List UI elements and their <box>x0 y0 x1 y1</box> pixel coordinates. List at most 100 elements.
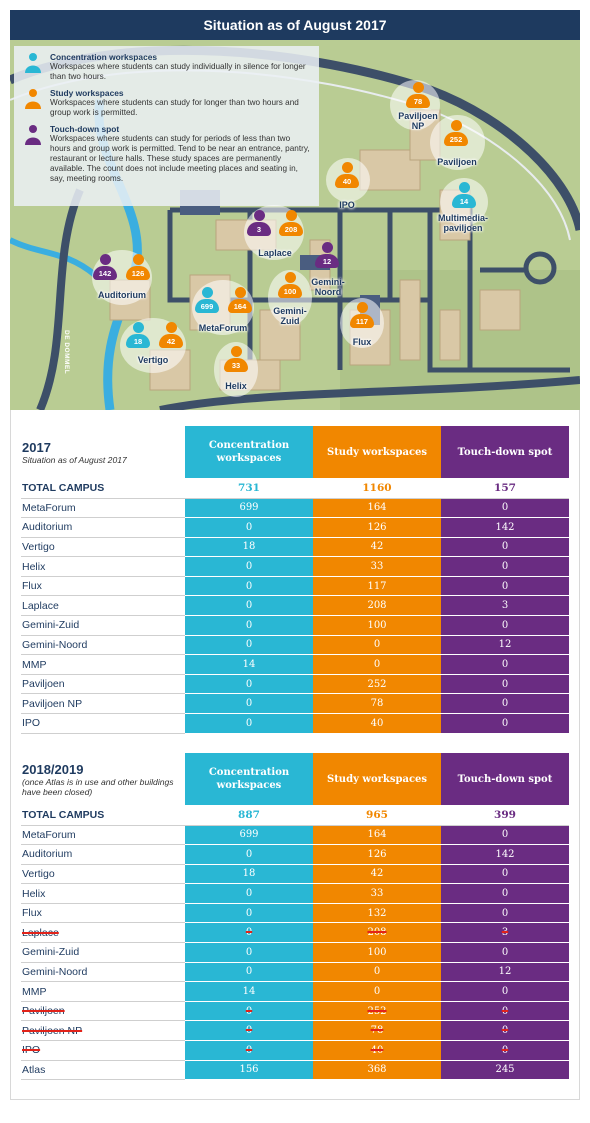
building-name: Gemini-Noord <box>21 962 185 983</box>
table-2018: 2018/2019 (once Atlas is in use and othe… <box>21 753 569 1081</box>
concentration-value: 14 <box>185 981 313 1002</box>
total-row: TOTAL CAMPUS 731 1160 157 <box>21 478 569 499</box>
table-2017: 2017 Situation as of August 2017 Concent… <box>21 426 569 734</box>
total-row: TOTAL CAMPUS 887 965 399 <box>21 805 569 826</box>
pin-flux-study: 117 <box>350 302 374 328</box>
building-label-gemini-zuid: Gemini-Zuid <box>273 306 307 326</box>
legend-concentration: Concentration workspaces Workspaces wher… <box>22 52 311 82</box>
concentration-value: 18 <box>185 864 313 885</box>
header-study: Study workspaces <box>313 426 441 478</box>
building-name: Helix <box>21 883 185 904</box>
touchdown-value: 142 <box>441 517 569 538</box>
study-value: 40 <box>313 1040 441 1061</box>
table-row: Gemini-Zuid 0 100 0 <box>21 615 569 636</box>
building-label-paviljoen-np: Paviljoen NP <box>398 111 438 131</box>
pin-auditorium-touchdown: 142 <box>93 254 117 280</box>
closed-strike: 3 <box>501 927 509 939</box>
touchdown-value: 0 <box>441 556 569 577</box>
concentration-value: 699 <box>185 498 313 519</box>
building-name: Paviljoen <box>21 1001 185 1022</box>
table-row: IPO 0 40 0 <box>21 1040 569 1061</box>
building-label-gemini-noord: Gemini-Noord <box>311 277 345 297</box>
concentration-value: 0 <box>185 883 313 904</box>
touchdown-value: 0 <box>441 864 569 885</box>
touchdown-value: 12 <box>441 962 569 983</box>
building-name: Vertigo <box>21 537 185 558</box>
closed-strike: Paviljoen NP <box>22 1024 83 1037</box>
closed-strike: 0 <box>245 1044 253 1056</box>
closed-strike: 78 <box>370 1025 384 1037</box>
touchdown-value: 142 <box>441 844 569 865</box>
concentration-value: 0 <box>185 576 313 597</box>
building-name: Gemini-Zuid <box>21 942 185 963</box>
touchdown-value: 0 <box>441 498 569 519</box>
building-name: Atlas <box>21 1060 185 1081</box>
building-label-auditorium: Auditorium <box>98 290 146 300</box>
table-row: Gemini-Zuid 0 100 0 <box>21 942 569 963</box>
table-row: Paviljoen NP 0 78 0 <box>21 693 569 715</box>
table-row: Paviljoen 0 252 0 <box>21 1001 569 1022</box>
closed-strike: 0 <box>245 927 253 939</box>
study-value: 42 <box>313 864 441 885</box>
touchdown-value: 0 <box>441 903 569 924</box>
table-2017-rows: MetaForum 699 164 0 Auditorium 0 126 142 Vertigo… <box>21 498 569 734</box>
concentration-value: 0 <box>185 903 313 924</box>
study-value: 164 <box>313 825 441 846</box>
closed-strike: 0 <box>245 1005 253 1017</box>
concentration-value: 0 <box>185 693 313 715</box>
touchdown-value: 3 <box>441 595 569 617</box>
building-label-multimedia: Multimedia-paviljoen <box>437 213 488 233</box>
header-touchdown: Touch-down spot <box>441 753 569 805</box>
pin-auditorium-study: 126 <box>126 254 150 280</box>
touchdown-value: 0 <box>441 654 569 675</box>
building-label-metaforum: MetaForum <box>198 323 248 333</box>
touchdown-person-icon <box>25 125 41 145</box>
table-header-row: 2017 Situation as of August 2017 Concent… <box>21 426 569 478</box>
pin-laplace-touchdown: 3 <box>247 210 271 236</box>
table-row: Helix 0 33 0 <box>21 883 569 904</box>
table-row: Flux 0 132 0 <box>21 903 569 924</box>
closed-strike: 208 <box>367 927 387 939</box>
closed-strike: 0 <box>501 1005 509 1017</box>
study-person-icon <box>25 89 41 109</box>
building-name: IPO <box>21 1040 185 1061</box>
closed-strike: Laplace <box>22 926 59 939</box>
building-name: Gemini-Noord <box>21 635 185 656</box>
touchdown-value: 0 <box>441 674 569 695</box>
table-row: Paviljoen NP 0 78 0 <box>21 1020 569 1042</box>
study-value: 42 <box>313 537 441 558</box>
table-2018-rows: MetaForum 699 164 0 Auditorium 0 126 142 Vertigo… <box>21 825 569 1081</box>
table-row: Gemini-Noord 0 0 12 <box>21 635 569 656</box>
building-name: Flux <box>21 576 185 597</box>
study-value: 132 <box>313 903 441 924</box>
touchdown-value: 12 <box>441 635 569 656</box>
concentration-value: 0 <box>185 517 313 538</box>
concentration-value: 0 <box>185 922 313 944</box>
study-value: 126 <box>313 517 441 538</box>
building-name: MetaForum <box>21 825 185 846</box>
touchdown-value: 3 <box>441 922 569 944</box>
concentration-value: 18 <box>185 537 313 558</box>
concentration-value: 14 <box>185 654 313 675</box>
study-value: 0 <box>313 654 441 675</box>
study-value: 33 <box>313 556 441 577</box>
table-row: Flux 0 117 0 <box>21 576 569 597</box>
building-name: Auditorium <box>21 844 185 865</box>
concentration-value: 0 <box>185 615 313 636</box>
table-row: MMP 14 0 0 <box>21 654 569 675</box>
legend-touchdown: Touch-down spot Workspaces where student… <box>22 124 311 184</box>
table-row: Vertigo 18 42 0 <box>21 537 569 558</box>
concentration-value: 0 <box>185 556 313 577</box>
table-row: Gemini-Noord 0 0 12 <box>21 962 569 983</box>
building-name: Paviljoen <box>21 674 185 695</box>
touchdown-value: 0 <box>441 883 569 904</box>
study-value: 0 <box>313 635 441 656</box>
concentration-value: 0 <box>185 635 313 656</box>
touchdown-value: 0 <box>441 825 569 846</box>
concentration-value: 0 <box>185 942 313 963</box>
header-touchdown: Touch-down spot <box>441 426 569 478</box>
touchdown-value: 0 <box>441 615 569 636</box>
pin-metaforum-study: 164 <box>228 287 252 313</box>
pin-metaforum-concentration: 699 <box>195 287 219 313</box>
table-row: Helix 0 33 0 <box>21 556 569 577</box>
